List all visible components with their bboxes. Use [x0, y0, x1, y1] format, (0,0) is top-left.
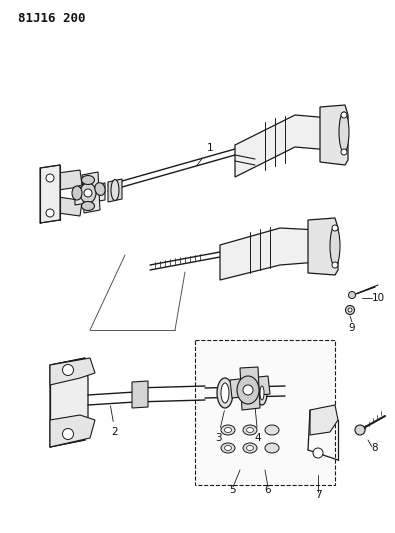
Ellipse shape	[246, 386, 250, 400]
Ellipse shape	[243, 385, 253, 395]
Ellipse shape	[62, 429, 73, 440]
Polygon shape	[220, 228, 318, 280]
Ellipse shape	[217, 378, 233, 408]
Polygon shape	[235, 115, 330, 177]
Polygon shape	[50, 358, 88, 447]
Ellipse shape	[72, 186, 82, 200]
Ellipse shape	[81, 201, 94, 211]
Ellipse shape	[81, 175, 94, 184]
Ellipse shape	[95, 183, 105, 196]
Polygon shape	[75, 183, 105, 205]
Polygon shape	[50, 415, 95, 447]
Text: 6: 6	[265, 485, 271, 495]
Text: 7: 7	[315, 490, 321, 500]
Ellipse shape	[265, 443, 279, 453]
Text: 1: 1	[197, 143, 213, 166]
Ellipse shape	[257, 381, 267, 405]
Ellipse shape	[260, 386, 264, 400]
Ellipse shape	[341, 149, 347, 155]
Polygon shape	[82, 172, 100, 213]
Polygon shape	[58, 170, 82, 190]
Ellipse shape	[46, 174, 54, 182]
Polygon shape	[240, 367, 260, 410]
Ellipse shape	[111, 180, 119, 200]
Ellipse shape	[246, 446, 254, 450]
Ellipse shape	[348, 292, 356, 298]
Text: 10: 10	[372, 293, 385, 303]
Ellipse shape	[348, 308, 352, 312]
Ellipse shape	[221, 383, 229, 403]
Ellipse shape	[346, 305, 354, 314]
Polygon shape	[320, 105, 348, 165]
Ellipse shape	[265, 425, 279, 435]
Ellipse shape	[246, 427, 254, 432]
Ellipse shape	[237, 376, 259, 404]
Polygon shape	[108, 179, 122, 202]
Polygon shape	[50, 358, 95, 385]
Text: 5: 5	[229, 485, 236, 495]
Ellipse shape	[243, 425, 257, 435]
Ellipse shape	[243, 443, 257, 453]
Polygon shape	[230, 376, 270, 398]
Ellipse shape	[330, 226, 340, 266]
Text: 2: 2	[111, 406, 118, 437]
Ellipse shape	[221, 443, 235, 453]
Ellipse shape	[46, 209, 54, 217]
Ellipse shape	[243, 381, 253, 405]
Ellipse shape	[313, 448, 323, 458]
Bar	[195, 340, 335, 485]
Ellipse shape	[332, 262, 338, 268]
Ellipse shape	[355, 425, 365, 435]
Ellipse shape	[224, 427, 231, 432]
Polygon shape	[132, 381, 148, 408]
Text: 4: 4	[255, 409, 261, 443]
Text: 9: 9	[349, 323, 356, 333]
Ellipse shape	[224, 446, 231, 450]
Polygon shape	[310, 405, 338, 435]
Ellipse shape	[341, 112, 347, 118]
Ellipse shape	[80, 183, 96, 203]
Polygon shape	[40, 165, 60, 223]
Text: 8: 8	[372, 443, 378, 453]
Text: 3: 3	[215, 411, 224, 443]
Polygon shape	[58, 197, 82, 216]
Ellipse shape	[84, 189, 92, 197]
Polygon shape	[308, 218, 338, 275]
Text: 81J16 200: 81J16 200	[18, 12, 85, 25]
Ellipse shape	[62, 365, 73, 376]
Ellipse shape	[339, 112, 349, 152]
Ellipse shape	[332, 225, 338, 231]
Ellipse shape	[221, 425, 235, 435]
